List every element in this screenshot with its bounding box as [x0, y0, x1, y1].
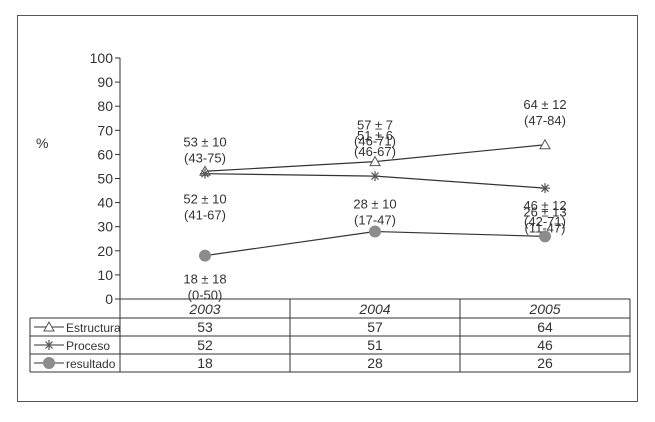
data-point-proceso	[540, 183, 550, 194]
data-label: 64 ± 12	[523, 97, 566, 112]
data-point-resultado	[539, 230, 551, 243]
data-label: 18 ± 18	[183, 272, 226, 287]
data-point-proceso	[370, 171, 380, 182]
table-cell-value: 51	[367, 337, 383, 353]
x-tick-label: 2003	[188, 301, 220, 317]
data-label-range: (0-50)	[188, 288, 223, 303]
data-label-range: (42-71)	[524, 214, 566, 229]
data-label: 28 ± 10	[353, 197, 396, 212]
data-label-range: (47-84)	[524, 113, 566, 128]
legend-entry-estructura: Estructura	[66, 321, 121, 335]
y-tick-label: 50	[97, 171, 113, 187]
y-tick-label: 100	[90, 50, 114, 66]
table-cell-value: 64	[537, 319, 553, 335]
y-tick-label: 60	[97, 146, 113, 162]
legend-key-marker-resultado	[43, 357, 55, 369]
data-point-resultado	[369, 225, 381, 238]
table-cell-value: 57	[367, 319, 383, 335]
legend-key-marker-proceso	[44, 340, 54, 350]
table-cell-value: 53	[197, 319, 213, 335]
y-tick-label: 30	[97, 219, 113, 235]
data-table: 2003 2004 2005 Estructura 53 57 64 Proceso 52 51 4…	[29, 298, 631, 373]
data-label-range: (11-47)	[525, 220, 566, 235]
data-label: 52 ± 10	[183, 192, 226, 207]
y-axis-label: %	[36, 135, 48, 151]
data-label-range: (17-47)	[354, 213, 396, 228]
data-label-range: (46-67)	[354, 144, 396, 159]
table-cell-value: 28	[367, 355, 383, 371]
y-tick-label: 20	[97, 243, 113, 259]
x-tick-label: 2004	[358, 301, 390, 317]
x-tick-label: 2005	[528, 301, 560, 317]
y-tick-label: 90	[97, 74, 113, 90]
legend-key-marker-estructura	[43, 320, 55, 332]
series-layer	[199, 138, 551, 262]
y-tick-label: 0	[105, 291, 113, 307]
data-label-range: (46-71)	[354, 134, 396, 149]
data-label: 57 ± 7	[357, 118, 393, 133]
y-tick-label: 70	[97, 122, 113, 138]
data-point-proceso	[200, 168, 210, 179]
data-label: 46 ± 12	[523, 198, 566, 213]
y-tick-label: 40	[97, 195, 113, 211]
axis-layer: 0 10 20 30 40 50 60 70 80 90 100%	[36, 50, 121, 307]
legend-entry-resultado: resultado	[66, 357, 116, 371]
data-label: 51 ± 6	[357, 128, 393, 143]
table-cell-value: 18	[197, 355, 213, 371]
data-label: 53 ± 10	[183, 134, 226, 149]
data-point-resultado	[199, 249, 211, 262]
data-point-estructura	[539, 138, 551, 150]
data-label-range: (41-67)	[184, 208, 226, 223]
data-label: 26 ± 13	[523, 204, 566, 219]
data-point-estructura	[369, 155, 381, 167]
y-tick-label: 10	[97, 267, 113, 283]
chart-border	[17, 15, 638, 402]
legend-entry-proceso: Proceso	[66, 339, 110, 353]
table-cell-value: 52	[197, 337, 213, 353]
y-tick-label: 80	[97, 98, 113, 114]
table-cell-value: 46	[537, 337, 553, 353]
data-label-layer: 53 ± 10(43-75) 57 ± 7(46-71) 64 ± 12(47-84…	[183, 97, 566, 303]
table-cell-value: 26	[537, 355, 553, 371]
data-label-range: (43-75)	[184, 150, 226, 165]
